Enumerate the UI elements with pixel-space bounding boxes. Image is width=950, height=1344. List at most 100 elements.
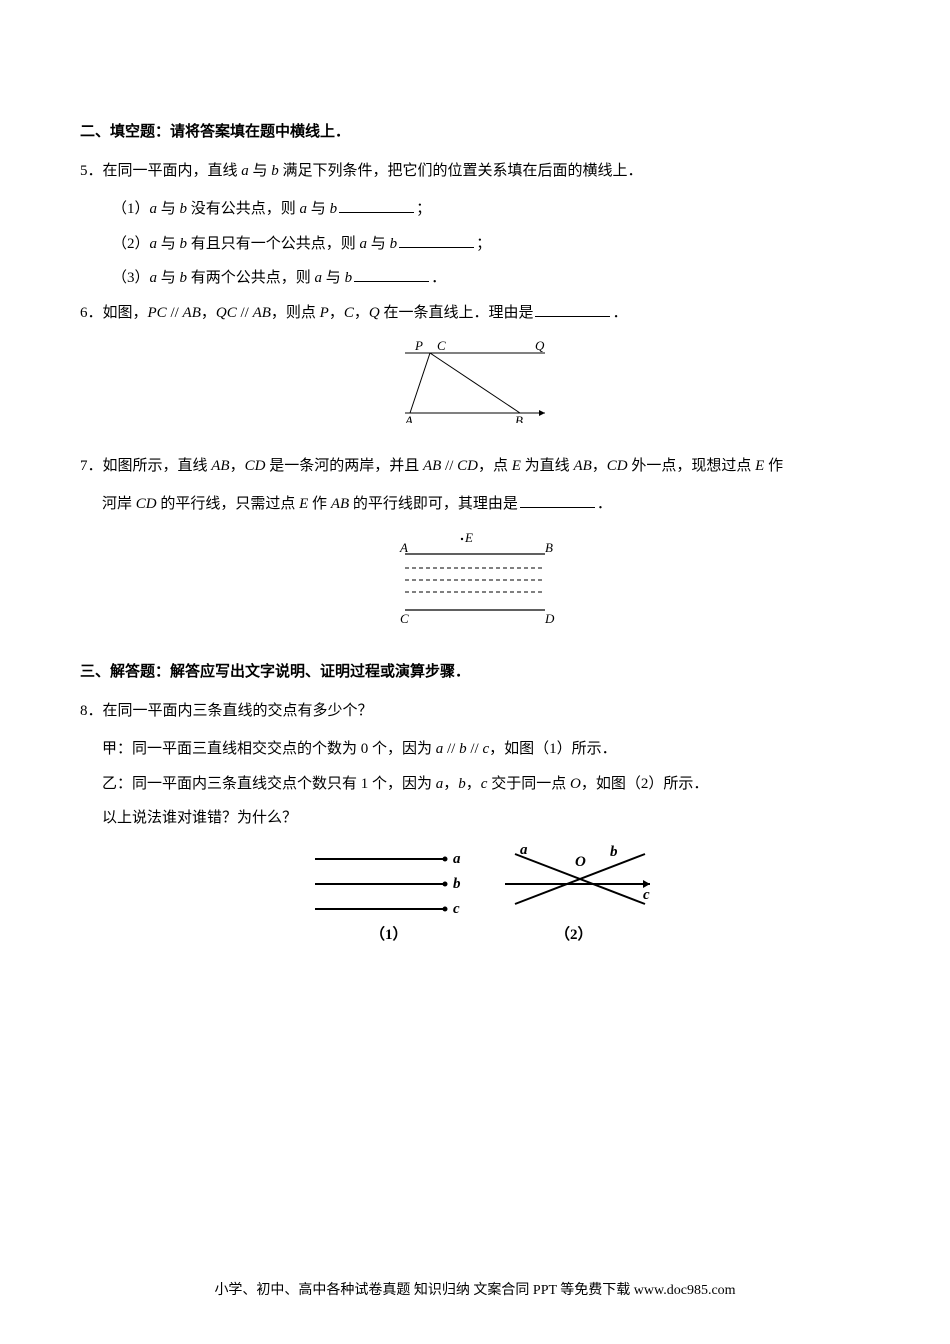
question-7: 7．如图所示，直线 AB，CD 是一条河的两岸，并且 AB // CD，点 E … [80,449,870,484]
q7-ab4: AB [331,496,349,512]
q6-par2: // [237,305,253,321]
q5-s3-b2: b [345,270,353,286]
q6-text2: 在一条直线上．理由是 [380,305,534,321]
q6-pc: PC [148,305,167,321]
q5-s1-end: ； [416,201,431,217]
q7-ab1: AB [211,458,229,474]
svg-text:c: c [643,887,650,903]
q5-s3-label: （3） [112,270,150,286]
q5-s2-mid2: 与 [367,236,390,252]
q7-cd3: CD [607,458,628,474]
q7-cd2: CD [457,458,478,474]
q5-s3-mid2: 与 [322,270,345,286]
q5-s1-label: （1） [112,201,150,217]
q7-text1: 是一条河的两岸，并且 [265,458,423,474]
q6-num: 6 [80,305,88,321]
svg-text:b: b [610,844,618,860]
q7-cd4: CD [136,496,157,512]
q5-num: 5 [80,163,88,179]
q6-blank [535,301,610,317]
q7-e3: E [299,496,308,512]
q6-c1: ， [329,305,344,321]
q7-l2-prefix: 河岸 [102,496,136,512]
q8-jia: 甲：同一平面三直线相交交点的个数为 0 个，因为 a // b // c，如图（… [80,732,870,767]
question-8: 8．在同一平面内三条直线的交点有多少个？ [80,694,870,729]
q5-s1-a2: a [300,201,308,217]
q5-s1-blank [339,197,414,213]
q7-text5: 的平行线，只需过点 [157,496,300,512]
q6-qc: QC [216,305,237,321]
q5-var-a: a [241,163,249,179]
q8-yi-suffix: ，如图（2）所示． [581,776,709,792]
q5-s1-mid2: 与 [307,201,330,217]
q7-end: ． [597,496,612,512]
q7-text6: 作 [308,496,331,512]
q6-ab1: AB [183,305,201,321]
q7-par: // [441,458,457,474]
svg-text:b: b [453,876,461,892]
q5-s2-mid1: 与 [157,236,180,252]
svg-text:B: B [515,413,523,423]
q7-c1: ， [230,458,245,474]
q6-end: ． [612,305,627,321]
q7-ab3: AB [573,458,591,474]
q7-text4: 作 [764,458,783,474]
svg-text:（1）: （1） [370,925,408,943]
q8-par2: // [467,741,483,757]
q5-s3-a2: a [315,270,323,286]
q5-prefix: ．在同一平面内，直线 [88,163,242,179]
q8-figure: a b c （1） a O b c （2） [80,844,870,963]
svg-text:C: C [437,338,446,353]
q5-s1-mid1: 与 [157,201,180,217]
q5-s2-a2: a [360,236,368,252]
q6-comma1: ， [201,305,216,321]
q8-jia-suffix: ，如图（1）所示． [489,741,617,757]
page-footer: 小学、初中、高中各种试卷真题 知识归纳 文案合同 PPT 等免费下载 www.d… [0,1279,950,1299]
q8-b2: b [458,776,466,792]
q6-prefix: ．如图， [88,305,148,321]
q5-s2-end: ； [476,236,491,252]
q7-text3: 外一点，现想过点 [628,458,756,474]
q8-yc2: ， [466,776,481,792]
q8-o: O [570,776,581,792]
q7-prefix: ．如图所示，直线 [88,458,212,474]
q8-jia-prefix: 甲：同一平面三直线相交交点的个数为 0 个，因为 [102,741,436,757]
q5-s2-text2: 有且只有一个公共点，则 [187,236,360,252]
q5-s1-b: b [180,201,188,217]
q8-yi-prefix: 乙：同一平面内三条直线交点个数只有 1 个，因为 [102,776,436,792]
svg-text:A: A [399,540,408,555]
q5-s1-text2: 没有公共点，则 [187,201,300,217]
svg-text:a: a [520,844,528,858]
q7-c2: ，点 [478,458,512,474]
q7-e1: E [512,458,521,474]
q7-cd1: CD [245,458,266,474]
q8-b: b [459,741,467,757]
q8-yi: 乙：同一平面内三条直线交点个数只有 1 个，因为 a，b，c 交于同一点 O，如… [80,767,870,802]
q6-c2: ， [354,305,369,321]
q6-figure: P C Q A B [80,338,870,437]
q7-blank [520,492,595,508]
q5-s3-end: ． [431,270,446,286]
question-6: 6．如图，PC // AB，QC // AB，则点 P，C，Q 在一条直线上．理… [80,296,870,331]
q5-s2-a: a [150,236,158,252]
q7-c3: ， [592,458,607,474]
q5-s2-label: （2） [112,236,150,252]
q5-s1-a: a [150,201,158,217]
q5-mid1: 与 [249,163,272,179]
svg-text:B: B [545,540,553,555]
q5-s3-text2: 有两个公共点，则 [187,270,315,286]
q7-text7: 的平行线即可，其理由是 [349,496,518,512]
q5-s3-b: b [180,270,188,286]
q5-s3-a: a [150,270,158,286]
q7-text2: 为直线 [521,458,574,474]
section-2-title: 二、填空题：请将答案填在题中横线上． [80,115,870,150]
q6-mid: ，则点 [271,305,320,321]
q8-text1: ．在同一平面内三条直线的交点有多少个？ [88,703,373,719]
q5-sub1: （1）a 与 b 没有公共点，则 a 与 b； [80,192,870,227]
svg-text:a: a [453,851,461,867]
svg-text:c: c [453,901,460,917]
q6-cc: C [344,305,354,321]
q6-q: Q [369,305,380,321]
section-3-title: 三、解答题：解答应写出文字说明、证明过程或演算步骤． [80,655,870,690]
svg-text:A: A [404,413,413,423]
